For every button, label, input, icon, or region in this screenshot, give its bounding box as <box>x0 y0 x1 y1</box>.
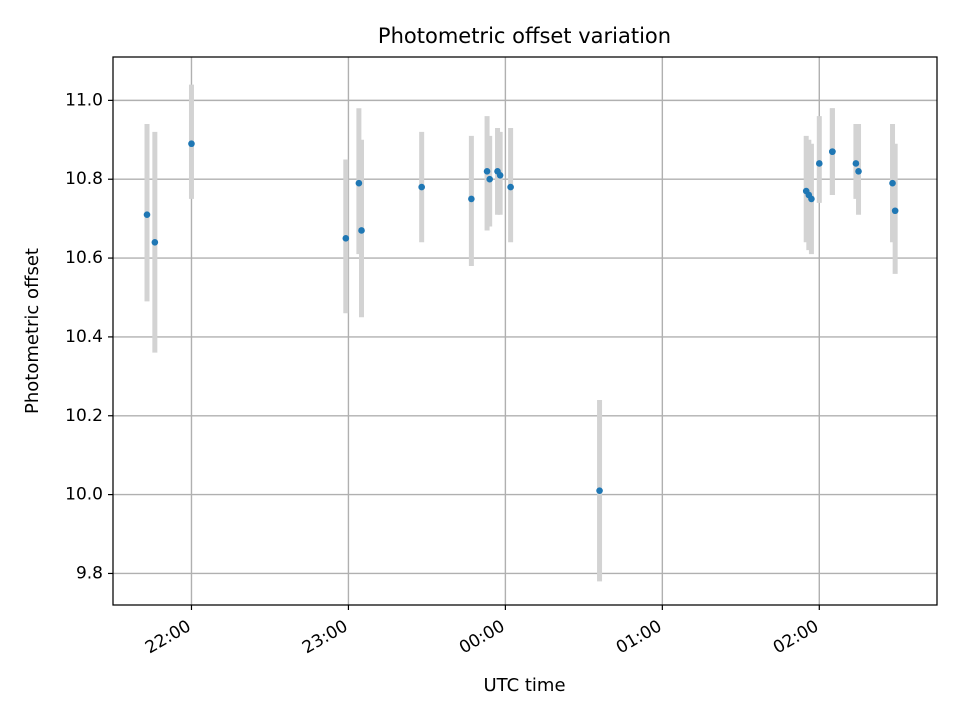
plot-frame <box>112 56 938 606</box>
data-point <box>418 183 425 191</box>
y-tick-label: 10.2 <box>65 406 103 426</box>
data-point <box>507 183 514 191</box>
data-point <box>483 168 491 175</box>
data-point <box>596 487 603 494</box>
data-point <box>891 207 899 215</box>
data-point <box>855 168 862 175</box>
data-point <box>808 195 815 203</box>
y-tick-label: 10.6 <box>65 248 103 268</box>
data-point <box>829 148 836 155</box>
data-point <box>151 238 159 246</box>
data-point <box>852 160 860 167</box>
data-point <box>889 179 896 187</box>
data-point <box>188 140 195 148</box>
x-axis-label: UTC time <box>483 675 565 696</box>
data-point <box>468 195 475 203</box>
chart-title: Photometric offset variation <box>378 24 671 48</box>
y-tick-label: 10.4 <box>65 327 103 347</box>
y-axis-ticks: 9.8 10.0 10.2 10.4 10.6 10.8 11.0 <box>65 90 113 583</box>
data-point <box>815 160 823 167</box>
data-point <box>355 179 363 187</box>
data-point <box>342 235 350 242</box>
data-point <box>143 211 151 218</box>
y-tick-label: 11.0 <box>65 90 103 110</box>
data-point <box>496 171 504 179</box>
data-points <box>143 140 899 494</box>
data-point <box>486 175 493 183</box>
y-axis-label: Photometric offset <box>22 248 43 414</box>
y-tick-label: 10.0 <box>65 485 103 505</box>
grid <box>113 57 937 605</box>
y-tick-label: 10.8 <box>65 169 103 189</box>
y-tick-label: 9.8 <box>76 563 103 583</box>
data-point <box>358 227 365 234</box>
